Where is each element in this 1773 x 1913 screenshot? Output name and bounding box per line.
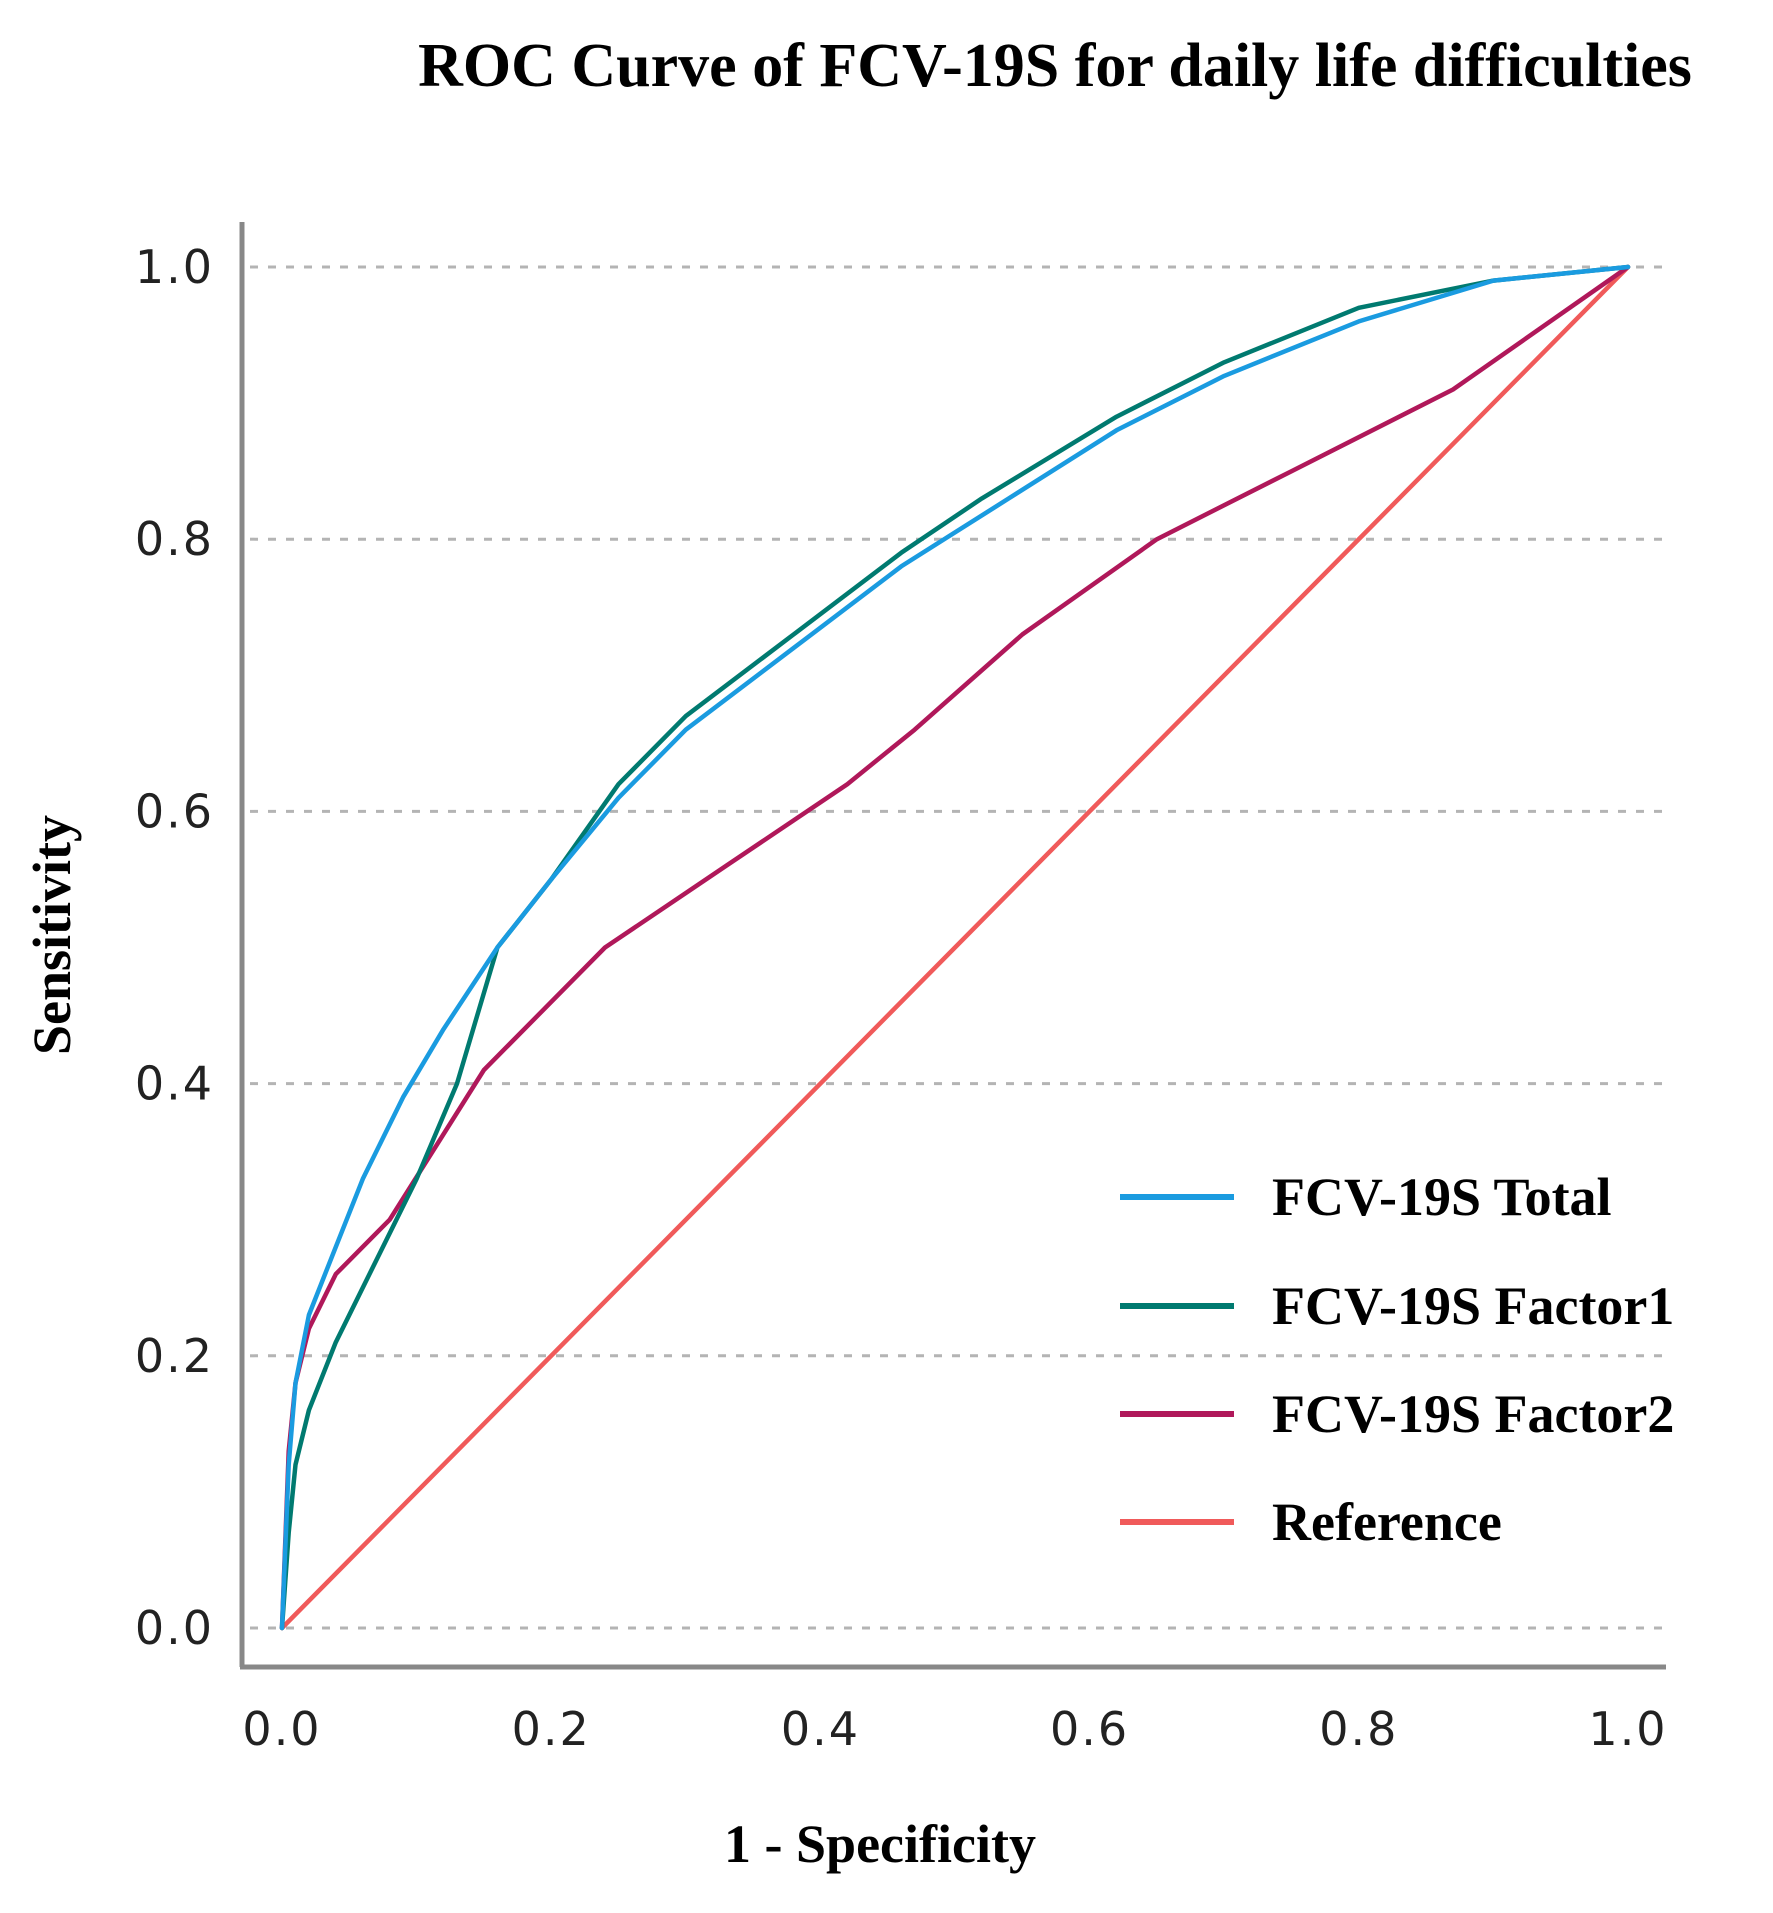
series-line-reference [279,264,1631,1631]
y-tick-labels: 0.0 0.2 0.4 0.6 0.8 1.0 [135,240,214,1655]
y-tick-label: 0.6 [135,784,214,838]
x-tick-label: 0.4 [781,1702,860,1756]
series-lines [279,264,1631,1631]
legend-label: FCV-19S Factor1 [1272,1276,1674,1336]
x-tick-label: 0.8 [1319,1702,1398,1756]
legend-label: FCV-19S Total [1272,1167,1612,1227]
y-tick-label: 1.0 [135,240,214,294]
series-line-fcv-19s-total [279,264,1631,1631]
y-axis-label: Sensitivity [22,815,82,1055]
legend-label: Reference [1272,1492,1502,1552]
x-axis-label: 1 - Specificity [724,1814,1036,1874]
y-tick-label: 0.2 [135,1329,214,1383]
y-tick-label: 0.8 [135,512,214,566]
x-tick-label: 0.0 [242,1702,321,1756]
gridlines [250,265,1668,1630]
y-tick-label: 0.0 [135,1601,214,1655]
legend-item-reference: Reference [1120,1492,1502,1552]
x-tick-label: 1.0 [1588,1702,1667,1756]
x-tick-label: 0.6 [1050,1702,1129,1756]
legend-label: FCV-19S Factor2 [1272,1384,1674,1444]
legend-item-fcv-19s-factor2: FCV-19S Factor2 [1120,1384,1674,1444]
y-tick-label: 0.4 [135,1057,214,1111]
legend-item-fcv-19s-factor1: FCV-19S Factor1 [1120,1276,1674,1336]
x-tick-labels: 0.0 0.2 0.4 0.6 0.8 1.0 [242,1702,1667,1756]
legend-item-fcv-19s-total: FCV-19S Total [1120,1167,1612,1227]
x-tick-label: 0.2 [512,1702,591,1756]
legend: FCV-19S Total FCV-19S Factor1 FCV-19S Fact… [1120,1167,1674,1552]
series-line-fcv-19s-factor1 [279,264,1631,1631]
chart-title: ROC Curve of FCV-19S for daily life diff… [418,32,1692,100]
